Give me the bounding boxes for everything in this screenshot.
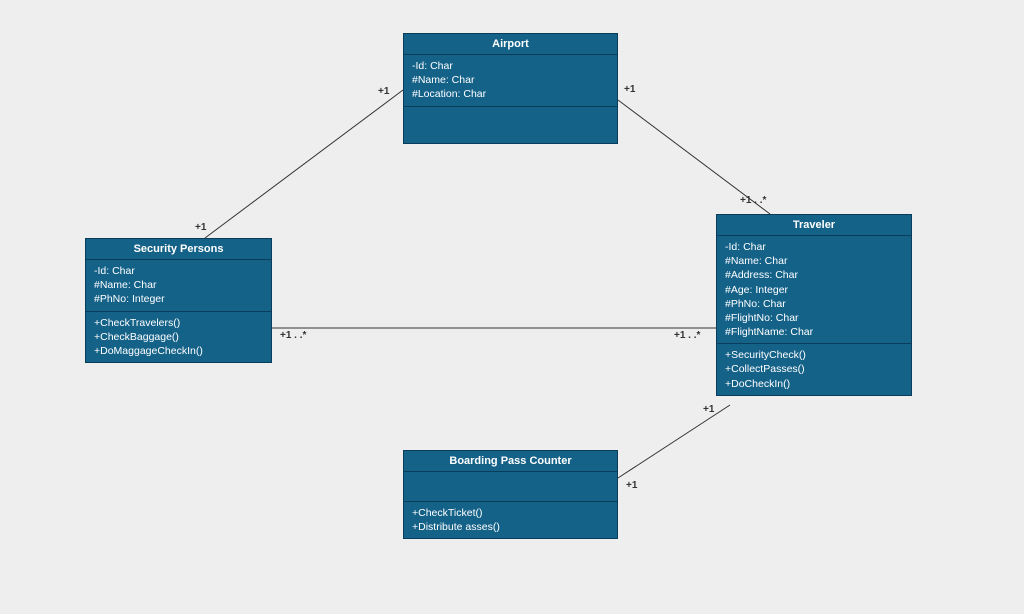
class-traveler-methods: +SecurityCheck() +CollectPasses() +DoChe… (717, 344, 911, 395)
method: +SecurityCheck() (725, 348, 903, 362)
class-airport-attributes: -Id: Char #Name: Char #Location: Char (404, 55, 617, 107)
attr: #Address: Char (725, 268, 903, 282)
attr: #PhNo: Integer (94, 292, 263, 306)
attr: #Name: Char (94, 278, 263, 292)
edge-airport-security (205, 90, 403, 238)
multiplicity-label: +1 (624, 84, 635, 95)
attr: -Id: Char (725, 240, 903, 254)
multiplicity-label: +1 (703, 404, 714, 415)
multiplicity-label: +1 . .* (674, 330, 700, 341)
method: +DoCheckIn() (725, 377, 903, 391)
method: +CollectPasses() (725, 362, 903, 376)
class-airport-title: Airport (404, 34, 617, 55)
class-boarding-attributes (404, 472, 617, 502)
method: +CheckTravelers() (94, 316, 263, 330)
class-traveler-attributes: -Id: Char #Name: Char #Address: Char #Ag… (717, 236, 911, 344)
class-security: Security Persons -Id: Char #Name: Char #… (85, 238, 272, 363)
class-airport-methods (404, 107, 617, 143)
edge-boarding-traveler (618, 405, 730, 478)
class-security-title: Security Persons (86, 239, 271, 260)
class-airport: Airport -Id: Char #Name: Char #Location:… (403, 33, 618, 144)
method: +CheckTicket() (412, 506, 609, 520)
method: +DoMaggageCheckIn() (94, 344, 263, 358)
multiplicity-label: +1 (378, 86, 389, 97)
method: +Distribute asses() (412, 520, 609, 534)
method: +CheckBaggage() (94, 330, 263, 344)
attr: -Id: Char (94, 264, 263, 278)
attr: -Id: Char (412, 59, 609, 73)
attr: #Name: Char (725, 254, 903, 268)
class-boarding-methods: +CheckTicket() +Distribute asses() (404, 502, 617, 538)
class-traveler: Traveler -Id: Char #Name: Char #Address:… (716, 214, 912, 396)
attr: #FlightName: Char (725, 325, 903, 339)
class-security-attributes: -Id: Char #Name: Char #PhNo: Integer (86, 260, 271, 312)
class-boarding-title: Boarding Pass Counter (404, 451, 617, 472)
class-traveler-title: Traveler (717, 215, 911, 236)
attr: #PhNo: Char (725, 297, 903, 311)
attr: #Age: Integer (725, 283, 903, 297)
multiplicity-label: +1 . .* (740, 195, 766, 206)
attr: #Location: Char (412, 87, 609, 101)
class-security-methods: +CheckTravelers() +CheckBaggage() +DoMag… (86, 312, 271, 363)
class-boarding: Boarding Pass Counter +CheckTicket() +Di… (403, 450, 618, 539)
multiplicity-label: +1 . .* (280, 330, 306, 341)
multiplicity-label: +1 (626, 480, 637, 491)
attr: #FlightNo: Char (725, 311, 903, 325)
multiplicity-label: +1 (195, 222, 206, 233)
attr: #Name: Char (412, 73, 609, 87)
diagram-canvas: Airport -Id: Char #Name: Char #Location:… (0, 0, 1024, 614)
